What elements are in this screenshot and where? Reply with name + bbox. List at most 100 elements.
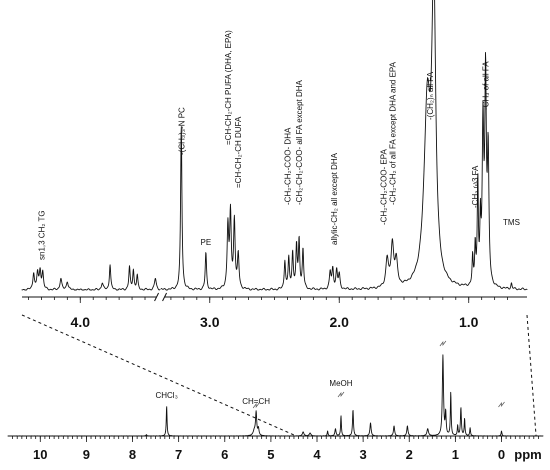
- x-tick-label: 9: [83, 447, 90, 462]
- peak-point-18: [450, 391, 451, 392]
- peak-point-21: [464, 418, 465, 419]
- peak-point-17: [445, 408, 446, 409]
- annotation-label: sn1,3 CH₂ TG: [37, 210, 46, 260]
- peak-point-14: [205, 252, 206, 253]
- peak-point-2: [37, 269, 38, 270]
- annotation-label: -CH₂-CH₂-COO- all FA except DHA: [295, 79, 304, 205]
- annotation-label: -CH₃ of all FA: [482, 61, 491, 110]
- annotation-label: -CH₃ ω3 FA: [471, 165, 480, 208]
- peak-point-25: [330, 269, 331, 270]
- x-axis-unit-label: ppm: [514, 447, 541, 462]
- annotation-label: CH=CH: [242, 397, 270, 406]
- annotation-label: -CH₂-CH₂-COO- DHA: [283, 127, 292, 205]
- peak-point-4: [42, 269, 43, 270]
- peak-point-10: [133, 268, 134, 269]
- spectrum-trace-2: [160, 0, 528, 291]
- x-tick-label: 4: [313, 447, 321, 462]
- annotation-label: MeOH: [329, 379, 352, 388]
- peak-point-16: [230, 204, 231, 205]
- expanded-spectrum-panel: 4.0 3.0 2.0 1.0 sn1,3 CH₂ TG -(CH₃)₃-N PC PE =C…: [21, 0, 528, 330]
- peak-point-3: [40, 267, 41, 268]
- peak-point-5: [60, 278, 61, 279]
- connector-right-dashed: [526, 314, 537, 437]
- peak-point-1: [33, 271, 34, 272]
- x-tick-label: 10: [33, 447, 47, 462]
- peak-point-30: [392, 238, 393, 239]
- peak-point-1: [146, 434, 147, 435]
- annotation-label: =CH-CH₂-CH DUFA: [234, 116, 243, 188]
- annotation-label: -CH₂-CH₂-COO- EPA: [379, 149, 388, 226]
- peak-point-31: [396, 253, 397, 254]
- peak-point-6: [67, 280, 68, 281]
- integral-mark: [498, 401, 505, 408]
- peak-point-26: [332, 266, 333, 267]
- peak-point-28: [339, 272, 340, 273]
- x-tick-label: 5: [267, 447, 274, 462]
- annotation-label: TMS: [503, 218, 520, 227]
- peak-point-18: [238, 250, 239, 251]
- peak-point-16: [442, 354, 443, 355]
- integral-mark: [337, 391, 345, 398]
- peak-point-2: [166, 405, 167, 406]
- peak-point-39: [485, 50, 486, 51]
- x-tick-label: 1: [452, 447, 459, 462]
- connector-left-dashed: [21, 314, 297, 437]
- peak-point-4: [256, 410, 257, 411]
- peak-point-20: [288, 254, 289, 255]
- peak-point-13: [393, 425, 394, 426]
- peak-point-23: [299, 235, 300, 236]
- peak-point-7: [102, 282, 103, 283]
- peak-point-22: [470, 427, 471, 428]
- spectrum-trace-1: [7, 354, 544, 437]
- x-tick-label: 3: [360, 447, 367, 462]
- axis-break-mark-2: [162, 292, 167, 302]
- spectrum-trace-1: [21, 264, 161, 291]
- x-tick-label: 0: [498, 447, 505, 462]
- peak-point-35: [475, 235, 476, 236]
- annotation-label: =CH-CH₂-CH PUFA (DHA, EPA): [224, 30, 233, 145]
- peak-point-15: [227, 217, 228, 218]
- peak-point-6: [303, 431, 304, 432]
- peak-point-10: [340, 415, 341, 416]
- peak-point-11: [352, 409, 353, 410]
- peak-point-11: [137, 274, 138, 275]
- peak-point-22: [296, 240, 297, 241]
- peak-point-9: [335, 428, 336, 429]
- annotation-label: -CH₂-CH₂ of all FA except DHA and EPA: [388, 61, 397, 205]
- x-tick-label: 4.0: [71, 314, 91, 330]
- annotation-label: CHCl₃: [155, 391, 177, 400]
- peak-point-27: [336, 267, 337, 268]
- zoom-connector-lines: [21, 314, 537, 437]
- peak-point-5: [258, 426, 259, 427]
- peak-point-21: [292, 248, 293, 249]
- integral-mark: [439, 340, 447, 347]
- peak-point-9: [129, 265, 130, 266]
- x-tick-label: 8: [129, 447, 136, 462]
- peak-point-24: [302, 246, 303, 247]
- peak-point-7: [309, 432, 310, 433]
- peak-point-34: [472, 252, 473, 253]
- x-tick-label: 3.0: [200, 314, 220, 330]
- annotation-label: PE: [201, 238, 212, 247]
- peak-point-14: [407, 425, 408, 426]
- annotation-label: -(CH₂)ₙ all FA: [426, 71, 435, 120]
- peak-point-40: [488, 132, 489, 133]
- x-tick-label: 2: [406, 447, 413, 462]
- peak-point-12: [155, 278, 156, 279]
- x-tick-label: 1.0: [459, 314, 479, 330]
- peak-point-23: [501, 430, 502, 431]
- peak-point-19: [284, 259, 285, 260]
- peak-point-41: [511, 282, 512, 283]
- peak-point-19: [457, 424, 458, 425]
- integral-mark: [252, 402, 260, 409]
- annotation-label: allylic-CH₂ all except DHA: [330, 152, 339, 245]
- x-tick-label: 2.0: [330, 314, 350, 330]
- x-tick-label: 6: [221, 447, 228, 462]
- peak-point-8: [327, 430, 328, 431]
- peak-point-20: [460, 407, 461, 408]
- annotation-label: -(CH₃)₃-N PC: [177, 107, 186, 155]
- peak-point-17: [234, 214, 235, 215]
